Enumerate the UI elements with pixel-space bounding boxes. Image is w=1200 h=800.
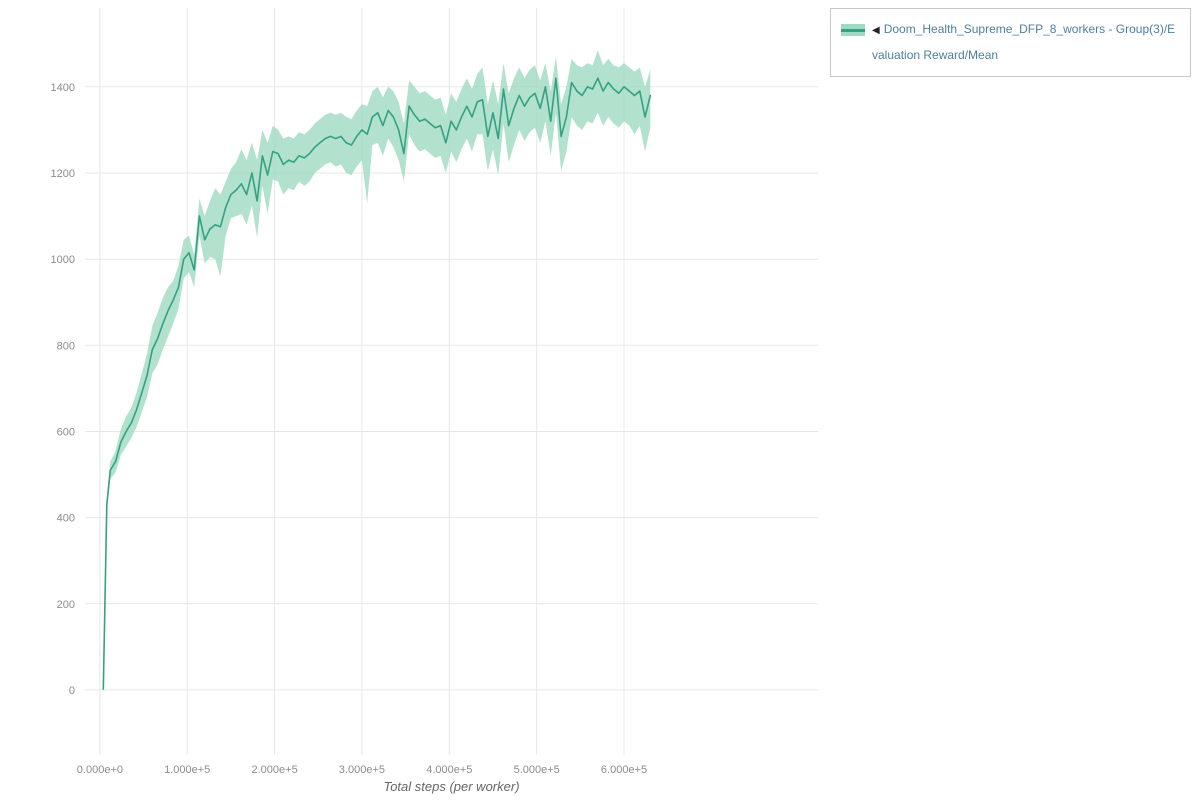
series-line-swatch <box>841 29 865 32</box>
legend-item[interactable]: ◀ Doom_Health_Supreme_DFP_8_workers - Gro… <box>841 17 1180 68</box>
y-tick-label: 800 <box>57 340 75 352</box>
x-tick-label: 0.000e+0 <box>77 764 123 776</box>
x-axis-label: Total steps (per worker) <box>383 779 520 794</box>
x-tick-label: 6.000e+5 <box>601 764 647 776</box>
series-swatch-icon <box>841 24 865 36</box>
y-tick-label: 600 <box>57 427 75 439</box>
y-tick-label: 1400 <box>51 82 75 94</box>
x-tick-label: 4.000e+5 <box>426 764 472 776</box>
y-tick-label: 1000 <box>51 254 75 266</box>
legend-item-label: Doom_Health_Supreme_DFP_8_workers - Grou… <box>872 22 1176 62</box>
confidence-band <box>103 50 651 690</box>
y-tick-label: 400 <box>57 513 75 525</box>
y-tick-label: 0 <box>69 685 75 697</box>
x-tick-label: 5.000e+5 <box>514 764 560 776</box>
y-tick-label: 1200 <box>51 168 75 180</box>
y-tick-label: 200 <box>57 599 75 611</box>
collapse-arrow-icon[interactable]: ◀ <box>872 25 880 36</box>
mean-line <box>102 77 652 690</box>
x-tick-label: 3.000e+5 <box>339 764 385 776</box>
x-tick-label: 1.000e+5 <box>164 764 210 776</box>
legend: ◀ Doom_Health_Supreme_DFP_8_workers - Gro… <box>830 8 1191 77</box>
x-tick-label: 2.000e+5 <box>252 764 298 776</box>
legend-item-text: ◀ Doom_Health_Supreme_DFP_8_workers - Gro… <box>872 17 1180 68</box>
